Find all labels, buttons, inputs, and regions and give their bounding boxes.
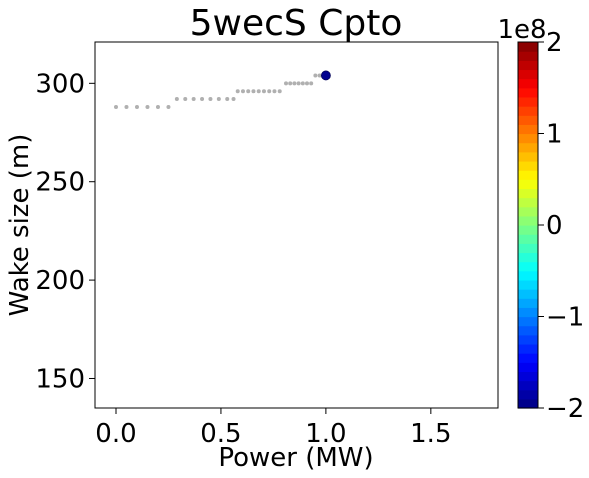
data-point-s0-4 [155,104,160,109]
colorbar-bands [518,42,538,409]
colorbar-band [518,334,538,345]
colorbar-tick-label: −1 [546,303,584,333]
colorbar-band [518,252,538,263]
data-point-s0-1 [124,104,129,109]
colorbar: −2 −1 0 1 2 1e8 [497,15,584,424]
colorbar-band [518,197,538,208]
data-point-s0-6 [174,97,179,102]
colorbar-band [518,289,538,299]
data-point-s0-25 [292,81,297,86]
colorbar-band [518,87,538,98]
colorbar-band [518,389,538,400]
x-axis-ticks: 0.0 0.5 1.0 1.5 [95,408,452,449]
x-tick-label: 0.5 [200,419,241,449]
colorbar-band [518,234,538,244]
colorbar-band [518,160,538,171]
data-point-s0-11 [216,97,221,102]
x-tick-label: 1.5 [410,419,451,449]
data-point-s0-8 [191,97,196,102]
colorbar-band [518,78,538,89]
data-point-s0-21 [272,89,277,94]
colorbar-band [518,96,538,107]
data-point-s0-13 [231,97,236,102]
data-point-s0-30 [313,73,318,78]
data-point-s0-9 [200,97,205,102]
colorbar-offset-label: 1e8 [497,15,546,45]
data-point-s0-26 [296,81,301,86]
data-point-s0-10 [208,97,213,102]
data-point-s0-3 [145,104,150,109]
x-tick-label: 1.0 [305,419,346,449]
colorbar-band [518,243,538,254]
colorbar-band [518,151,538,162]
data-point-s1-0 [320,70,331,81]
colorbar-band [518,115,538,125]
y-axis-label: Wake size (m) [5,134,35,317]
colorbar-band [518,142,538,153]
data-point-s0-7 [183,97,188,102]
chart-title: 5wecS Cpto [190,3,403,44]
colorbar-ticks: −2 −1 0 1 2 [538,28,584,424]
colorbar-tick-label: −2 [546,394,584,424]
colorbar-band [518,325,538,336]
data-point-s0-14 [235,89,240,94]
data-point-s0-22 [277,89,282,94]
data-point-s0-28 [304,81,309,86]
x-tick-label: 0.0 [95,419,136,449]
data-point-s0-29 [309,81,314,86]
data-point-s0-18 [256,89,261,94]
colorbar-band [518,270,538,281]
data-layer [113,70,331,109]
data-point-s0-15 [240,89,245,94]
colorbar-band [518,215,538,226]
colorbar-band [518,298,538,308]
y-tick-label: 150 [35,364,85,394]
colorbar-band [518,371,538,382]
colorbar-band [518,60,538,71]
data-point-s0-5 [166,104,171,109]
data-point-s0-17 [251,89,256,94]
data-point-s0-19 [261,89,266,94]
colorbar-band [518,106,538,116]
colorbar-band [518,170,538,180]
y-axis-ticks: 150 200 250 300 [35,69,95,394]
y-tick-label: 250 [35,168,85,198]
y-tick-label: 200 [35,266,85,296]
data-point-s0-23 [284,81,289,86]
colorbar-band [518,279,538,290]
data-point-s0-31 [317,73,322,78]
colorbar-band [518,69,538,80]
axes-frame [94,41,499,409]
colorbar-band [518,124,538,135]
colorbar-band [518,398,538,409]
colorbar-band [518,179,538,189]
colorbar-tick-label: 1 [546,120,563,150]
colorbar-band [518,343,538,354]
colorbar-band [518,188,538,199]
colorbar-band [518,225,538,235]
colorbar-band [518,261,538,272]
data-point-s0-0 [113,104,118,109]
data-point-s0-27 [300,81,305,86]
plot-area: 0.0 0.5 1.0 1.5 150 200 250 300 [35,41,499,449]
data-point-s0-2 [134,104,139,109]
x-axis-label: Power (MW) [218,443,373,473]
y-tick-label: 300 [35,69,85,99]
colorbar-band [518,380,538,391]
data-point-s0-20 [267,89,272,94]
colorbar-tick-label: 2 [546,28,563,58]
colorbar-band [518,42,538,52]
colorbar-band [518,362,538,372]
colorbar-band [518,133,538,144]
data-point-s0-16 [246,89,251,94]
colorbar-tick-label: 0 [546,211,563,241]
data-point-s0-12 [225,97,230,102]
colorbar-band [518,206,538,217]
colorbar-band [518,307,538,318]
colorbar-band [518,353,538,363]
colorbar-band [518,51,538,61]
data-point-s0-24 [288,81,293,86]
colorbar-band [518,316,538,327]
